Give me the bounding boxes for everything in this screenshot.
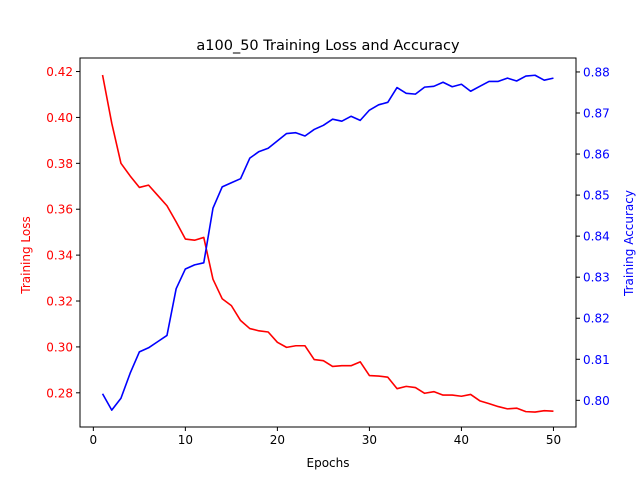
left-tick-label: 0.40: [46, 111, 73, 125]
plot-frame: [79, 57, 577, 428]
left-axis-label: Training Loss: [19, 216, 33, 294]
chart-title: a100_50 Training Loss and Accuracy: [196, 38, 460, 54]
x-tick-label: 30: [362, 433, 377, 447]
x-tick-label: 0: [90, 433, 98, 447]
right-tick-label: 0.81: [583, 353, 610, 367]
left-tick-label: 0.34: [46, 249, 73, 263]
right-tick-label: 0.88: [583, 65, 610, 79]
left-tick-label: 0.38: [46, 157, 73, 171]
right-tick-label: 0.84: [583, 230, 610, 244]
left-tick-label: 0.32: [46, 295, 73, 309]
right-tick-label: 0.80: [583, 394, 610, 408]
loss-series-line: [101, 74, 554, 413]
plot-area: [79, 57, 577, 428]
left-axis-ticks: 0.28 0.30 0.32 0.34 0.36 0.38 0.40 0.42: [46, 65, 80, 400]
right-tick-label: 0.86: [583, 148, 610, 162]
right-axis-label: Training Accuracy: [622, 190, 636, 297]
left-tick-label: 0.28: [46, 386, 73, 400]
right-tick-label: 0.83: [583, 271, 610, 285]
left-tick-label: 0.30: [46, 340, 73, 354]
left-tick-label: 0.42: [46, 65, 73, 79]
right-tick-label: 0.82: [583, 312, 610, 326]
right-axis-ticks: 0.80 0.81 0.82 0.83 0.84 0.85 0.86 0.87 0.88: [576, 65, 610, 408]
x-tick-label: 40: [454, 433, 469, 447]
accuracy-series-line: [101, 74, 554, 411]
x-tick-label: 20: [270, 433, 285, 447]
x-axis-ticks: 0 10 20 30 40 50: [90, 427, 561, 447]
x-axis-label: Epochs: [307, 456, 350, 470]
right-tick-label: 0.87: [583, 107, 610, 121]
x-tick-label: 10: [178, 433, 193, 447]
x-tick-label: 50: [546, 433, 561, 447]
left-tick-label: 0.36: [46, 203, 73, 217]
right-tick-label: 0.85: [583, 189, 610, 203]
